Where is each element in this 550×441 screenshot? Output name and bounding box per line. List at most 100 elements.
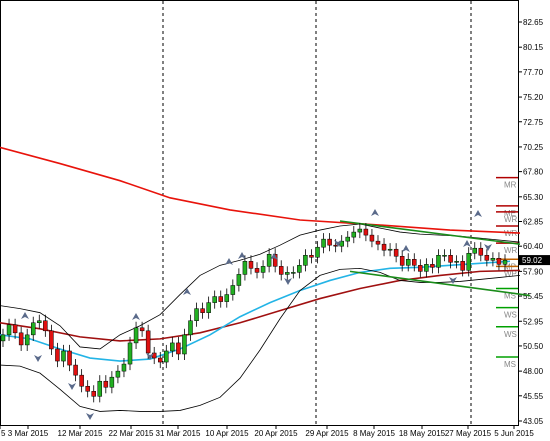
candle <box>182 328 187 361</box>
fractal-up-arrow-icon <box>474 210 482 217</box>
y-tick-label: 45.55 <box>523 392 544 401</box>
candle <box>502 254 508 271</box>
y-tick-label: 70.25 <box>523 143 544 152</box>
candle <box>133 321 139 349</box>
fractal-down-arrow-icon <box>484 244 492 251</box>
current-price-label: 59.02 <box>522 256 543 265</box>
candle <box>327 233 332 252</box>
candle <box>115 365 121 384</box>
y-tick-label: 77.70 <box>523 68 544 77</box>
candle <box>18 326 24 351</box>
candle <box>127 336 133 371</box>
candle <box>30 316 36 341</box>
y-tick-label: 43.05 <box>523 417 544 426</box>
candle <box>176 336 181 361</box>
ma-long-line <box>0 146 521 234</box>
candle <box>109 371 115 394</box>
fractal-down-arrow-icon <box>449 277 457 284</box>
fractal-up-arrow-icon <box>132 313 140 320</box>
fractal-up-arrow-icon <box>463 240 471 247</box>
candle <box>496 252 502 271</box>
candle <box>405 253 411 272</box>
x-tick-label: 31 Mar 2015 <box>156 429 201 438</box>
x-tick-label: 29 Apr 2015 <box>305 429 349 438</box>
candle <box>24 328 30 351</box>
x-tick-label: 18 May 2015 <box>399 429 446 438</box>
candle <box>6 318 12 341</box>
candle <box>381 238 387 257</box>
y-tick-label: 80.15 <box>523 43 544 52</box>
candle <box>490 252 496 267</box>
x-tick-label: 5 Jun 2015 <box>494 429 534 438</box>
candle <box>309 249 314 264</box>
candle <box>12 318 18 339</box>
candle <box>61 344 66 368</box>
candle <box>188 314 193 341</box>
y-tick-label: 67.80 <box>523 168 544 177</box>
candle <box>430 258 435 274</box>
candle <box>37 314 42 329</box>
y-tick-label: 50.50 <box>523 342 544 351</box>
candle <box>272 248 278 273</box>
candle <box>418 259 423 278</box>
candle <box>248 255 254 275</box>
x-tick-label: 10 Apr 2015 <box>205 429 249 438</box>
y-tick-label: 75.20 <box>523 93 544 102</box>
candle <box>266 248 272 273</box>
fractal-up-arrow-icon <box>225 258 233 265</box>
candle <box>278 260 284 281</box>
candle <box>145 324 151 360</box>
candle <box>412 253 417 272</box>
candle <box>466 247 471 277</box>
pivot-level-label: ME <box>504 209 516 218</box>
fractal-up-arrow-icon <box>371 209 379 216</box>
candle <box>200 302 205 319</box>
fractal-down-arrow-icon <box>34 355 42 362</box>
y-tick-label: 60.40 <box>523 242 544 251</box>
candle <box>448 249 453 269</box>
fractal-down-arrow-icon <box>284 278 292 285</box>
candle <box>484 249 490 267</box>
candle <box>103 375 109 394</box>
y-tick-label: 52.95 <box>523 317 544 326</box>
candle <box>285 266 290 281</box>
candle <box>375 235 381 251</box>
pivot-level-label: MS <box>504 360 516 369</box>
x-tick-label: 20 Apr 2015 <box>254 429 298 438</box>
candle <box>79 369 84 393</box>
fractal-up-arrow-icon <box>21 312 29 319</box>
pivot-level-label: WS <box>504 311 517 320</box>
y-tick-label: 72.75 <box>523 118 544 127</box>
channel-lower-line <box>349 270 531 297</box>
candle <box>230 279 236 301</box>
candle <box>460 255 465 277</box>
fractal-up-arrow-icon <box>238 252 246 259</box>
candle <box>139 321 145 337</box>
candle <box>357 223 363 239</box>
candle <box>212 290 217 309</box>
y-tick-label: 55.45 <box>523 292 544 301</box>
candle <box>67 344 72 372</box>
current-price-tag <box>519 255 550 266</box>
candle <box>218 290 223 308</box>
plot-frame <box>0 0 519 426</box>
candle <box>49 324 54 356</box>
pivot-level-label: WP <box>504 269 517 278</box>
x-tick-label: 12 Mar 2015 <box>58 429 103 438</box>
candle <box>43 314 48 337</box>
candle <box>478 242 484 262</box>
candle <box>291 266 296 279</box>
candle <box>242 255 248 281</box>
y-tick-label: 48.00 <box>523 367 544 376</box>
channel-upper-line <box>339 220 521 245</box>
candle <box>315 241 320 264</box>
candle <box>91 385 96 403</box>
pivot-level-label: MR <box>504 181 517 190</box>
candle <box>85 380 90 398</box>
candle <box>399 250 405 272</box>
pivot-level-label: MS <box>504 292 516 301</box>
ma-mid-line <box>0 269 521 342</box>
fractal-down-arrow-icon <box>86 413 94 420</box>
candle <box>260 260 266 279</box>
candle <box>351 226 357 244</box>
